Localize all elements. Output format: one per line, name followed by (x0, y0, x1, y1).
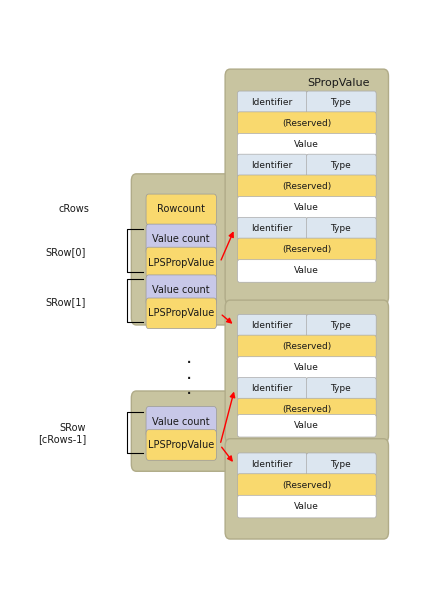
Text: Type: Type (330, 161, 351, 170)
FancyBboxPatch shape (146, 430, 216, 460)
FancyBboxPatch shape (146, 407, 216, 437)
Text: (Reserved): (Reserved) (282, 405, 331, 414)
FancyBboxPatch shape (237, 197, 375, 219)
Text: Identifier: Identifier (251, 98, 292, 107)
Text: Identifier: Identifier (251, 224, 292, 233)
FancyBboxPatch shape (237, 474, 375, 496)
Text: (Reserved): (Reserved) (282, 181, 331, 191)
Text: (Reserved): (Reserved) (282, 481, 331, 490)
Text: SRow[1]: SRow[1] (46, 297, 86, 307)
Text: Value: Value (294, 421, 319, 430)
Text: Type: Type (330, 460, 351, 469)
FancyBboxPatch shape (146, 298, 216, 329)
FancyBboxPatch shape (305, 453, 375, 476)
FancyBboxPatch shape (237, 415, 375, 437)
FancyBboxPatch shape (146, 224, 216, 255)
FancyBboxPatch shape (305, 217, 375, 240)
FancyBboxPatch shape (225, 69, 388, 304)
Text: Identifier: Identifier (251, 321, 292, 330)
Text: LPSPropValue: LPSPropValue (148, 258, 214, 267)
Text: Type: Type (330, 224, 351, 233)
FancyBboxPatch shape (237, 357, 375, 379)
Text: Type: Type (330, 321, 351, 330)
FancyBboxPatch shape (237, 154, 307, 177)
Text: Value: Value (294, 364, 319, 373)
Text: .: . (185, 348, 192, 367)
Text: LPSPropValue: LPSPropValue (148, 308, 214, 319)
FancyBboxPatch shape (305, 378, 375, 400)
Text: SRow[0]: SRow[0] (46, 247, 86, 257)
FancyBboxPatch shape (237, 398, 375, 421)
Text: Identifier: Identifier (251, 384, 292, 393)
FancyBboxPatch shape (237, 335, 375, 357)
FancyBboxPatch shape (237, 217, 307, 240)
Text: LPSPropValue: LPSPropValue (148, 440, 214, 450)
Text: Value count: Value count (152, 417, 210, 427)
Text: Value: Value (294, 502, 319, 511)
FancyBboxPatch shape (305, 91, 375, 114)
FancyBboxPatch shape (131, 174, 230, 325)
Text: cRows: cRows (59, 205, 89, 214)
Text: Value: Value (294, 203, 319, 213)
FancyBboxPatch shape (225, 300, 388, 443)
Text: Identifier: Identifier (251, 460, 292, 469)
FancyBboxPatch shape (237, 175, 375, 197)
FancyBboxPatch shape (225, 438, 388, 539)
FancyBboxPatch shape (237, 378, 307, 400)
Text: Identifier: Identifier (251, 161, 292, 170)
Text: .: . (185, 364, 192, 383)
FancyBboxPatch shape (146, 247, 216, 278)
FancyBboxPatch shape (237, 91, 307, 114)
FancyBboxPatch shape (237, 495, 375, 518)
Text: SPropValue: SPropValue (306, 79, 368, 88)
FancyBboxPatch shape (305, 314, 375, 337)
FancyBboxPatch shape (237, 238, 375, 261)
Text: Type: Type (330, 98, 351, 107)
FancyBboxPatch shape (146, 194, 216, 225)
FancyBboxPatch shape (237, 259, 375, 282)
Text: Value count: Value count (152, 285, 210, 295)
Text: .: . (185, 379, 192, 398)
FancyBboxPatch shape (237, 112, 375, 135)
Text: Value: Value (294, 267, 319, 275)
Text: (Reserved): (Reserved) (282, 245, 331, 254)
Text: (Reserved): (Reserved) (282, 119, 331, 128)
Text: (Reserved): (Reserved) (282, 342, 331, 351)
Text: Rowcount: Rowcount (157, 205, 205, 214)
FancyBboxPatch shape (146, 275, 216, 306)
FancyBboxPatch shape (131, 391, 230, 471)
Text: SRow
[cRows-1]: SRow [cRows-1] (37, 423, 86, 444)
FancyBboxPatch shape (305, 154, 375, 177)
FancyBboxPatch shape (237, 133, 375, 156)
Text: Type: Type (330, 384, 351, 393)
FancyBboxPatch shape (237, 314, 307, 337)
Text: Value count: Value count (152, 234, 210, 244)
Text: Value: Value (294, 140, 319, 149)
FancyBboxPatch shape (237, 453, 307, 476)
